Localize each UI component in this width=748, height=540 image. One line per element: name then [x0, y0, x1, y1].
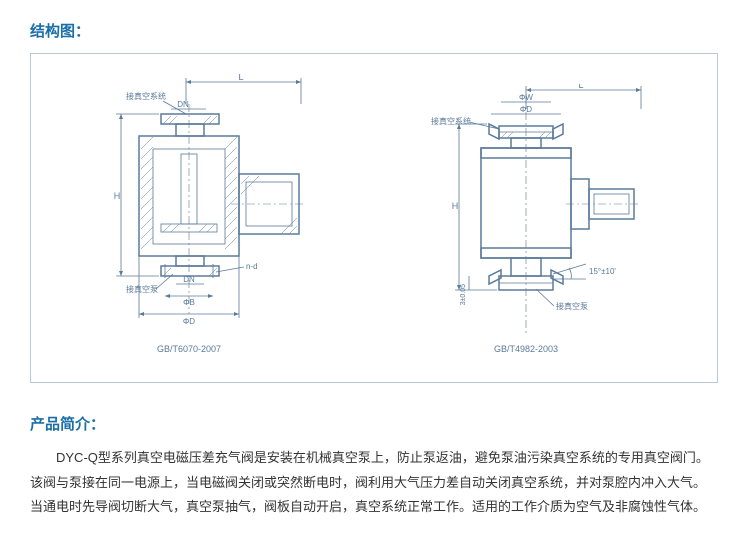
standard-left: GB/T6070-2007: [157, 344, 221, 354]
intro-paragraph: DYC-Q型系列真空电磁压差充气阀是安装在机械真空泵上，防止泵返油，避免泵油污染…: [30, 446, 718, 520]
diagram-container: L 接真空系统 DN: [30, 53, 718, 383]
tolerance-label: 3±0.05: [460, 284, 467, 305]
product-intro-title: 产品简介：: [30, 413, 718, 434]
dim-l-right: L: [578, 84, 583, 90]
phi-b: ΦB: [183, 298, 195, 307]
phi-d-left: ΦD: [183, 317, 195, 326]
label-top-left: 接真空系统: [126, 91, 166, 101]
dim-l-left: L: [238, 74, 243, 82]
standard-right: GB/T4982-2003: [494, 344, 558, 354]
diagram-right: L ΦW 接真空系统 ΦD: [411, 84, 691, 364]
dim-h-right: H: [452, 201, 459, 211]
angle-label: 15°±10': [589, 267, 616, 276]
label-top-right: 接真空系统: [431, 116, 471, 126]
label-bottom-right: 接真空泵: [556, 301, 588, 311]
structure-diagram-title: 结构图：: [30, 20, 718, 41]
dn-bottom: DN: [183, 275, 195, 284]
dn-top: DN: [177, 100, 189, 109]
diagram-left: L 接真空系统 DN: [91, 74, 331, 354]
dim-h-left: H: [114, 191, 121, 201]
holes-label: n-d: [246, 262, 258, 271]
label-bottom-left: 接真空泵: [126, 284, 158, 294]
